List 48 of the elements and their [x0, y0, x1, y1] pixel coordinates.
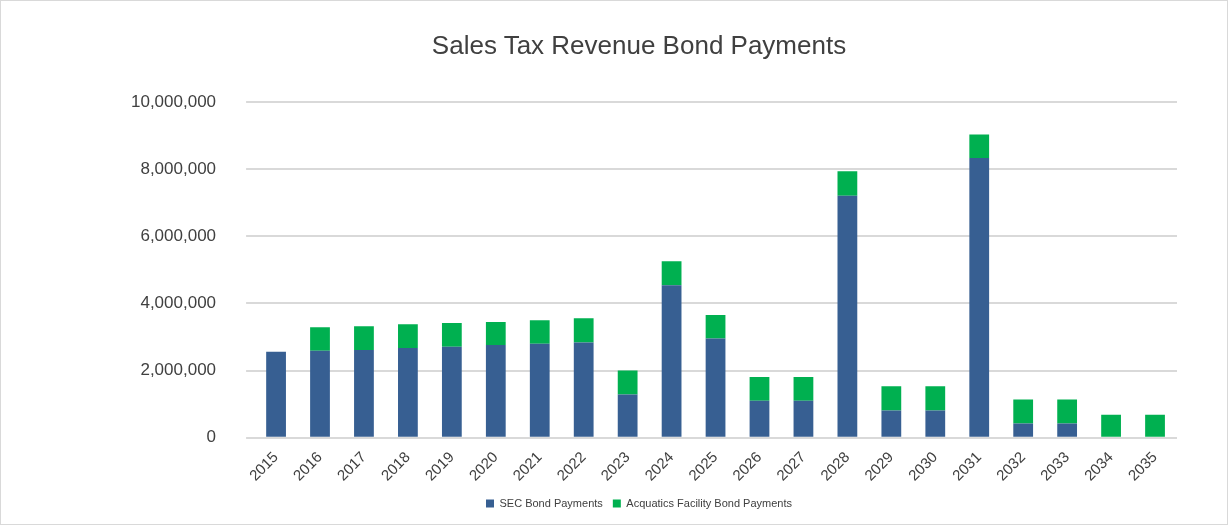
bar: [310, 327, 330, 351]
y-tick-label: 2,000,000: [140, 360, 217, 380]
bar: [1057, 423, 1078, 437]
bar: [441, 346, 462, 437]
bar: [1101, 414, 1121, 437]
bar: [529, 343, 550, 437]
bar: [661, 285, 682, 437]
bar: [1013, 399, 1034, 424]
bar: [485, 345, 506, 437]
bar: [837, 195, 858, 437]
bar: [705, 338, 726, 437]
bar: [398, 348, 418, 437]
legend-label: Acquatics Facility Bond Payments: [626, 496, 793, 509]
bar: [573, 342, 594, 437]
bar: [837, 171, 858, 196]
bar: [1057, 399, 1078, 424]
bar: [705, 314, 726, 339]
bar: [925, 410, 946, 437]
bar: [441, 322, 462, 347]
bar: [266, 351, 286, 437]
bar: [529, 320, 550, 344]
y-tick-label: 10,000,000: [130, 91, 217, 111]
bar: [881, 386, 902, 411]
legend-label: SEC Bond Payments: [499, 496, 604, 509]
bar: [354, 350, 374, 437]
bar: [969, 157, 990, 437]
bar: [1145, 414, 1165, 437]
bar: [617, 370, 638, 395]
chart-title: Sales Tax Revenue Bond Payments: [431, 29, 847, 60]
bar: [617, 394, 638, 437]
bar: [354, 326, 374, 351]
y-tick-label: 4,000,000: [140, 293, 217, 313]
bar: [881, 410, 902, 437]
bar: [793, 376, 814, 401]
y-tick-label: 8,000,000: [140, 158, 217, 178]
bar: [749, 376, 770, 401]
y-tick-label: 0: [206, 427, 217, 447]
y-tick-label: 6,000,000: [140, 226, 217, 246]
bar: [969, 134, 990, 158]
bar: [793, 400, 814, 437]
bar: [573, 318, 594, 343]
bar: [925, 386, 946, 411]
bar: [1013, 423, 1034, 437]
bar: [310, 350, 330, 437]
bar: [661, 261, 682, 286]
bar: [398, 324, 418, 349]
bar: [485, 321, 506, 346]
bar: [749, 400, 770, 437]
